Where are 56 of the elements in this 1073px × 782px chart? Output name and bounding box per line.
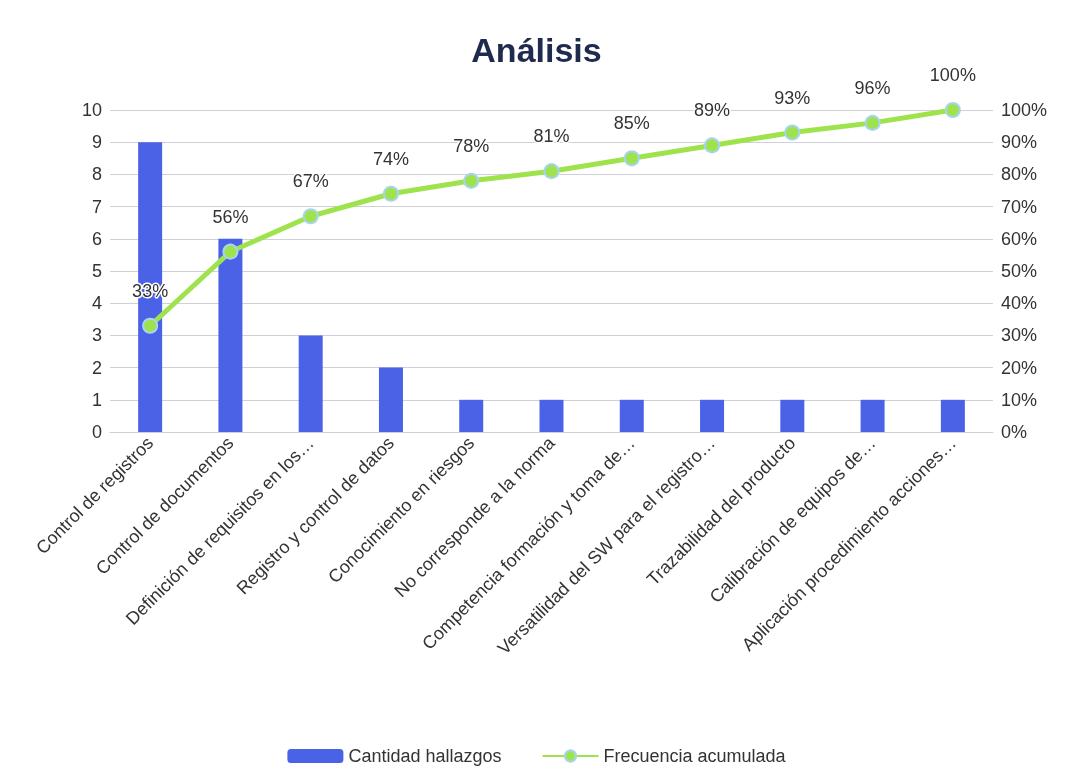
y2-tick-label: 100% xyxy=(1001,100,1048,120)
y-tick-label: 3 xyxy=(91,325,102,346)
y2-tick-label: 30% xyxy=(1001,325,1038,346)
y2-tick-label: 10% xyxy=(1001,389,1038,410)
data-label: 100% xyxy=(929,65,976,85)
y2-tick-label: 50% xyxy=(1001,261,1038,281)
bar xyxy=(539,399,564,432)
legend-label: Frecuencia acumulada xyxy=(603,746,787,766)
bar xyxy=(378,367,403,432)
point xyxy=(142,317,159,334)
point xyxy=(944,102,961,118)
y2-tick-label: 20% xyxy=(1001,357,1038,378)
point xyxy=(543,163,560,180)
data-label: 74% xyxy=(372,148,409,169)
bar xyxy=(459,399,484,432)
data-label: 56% xyxy=(212,206,249,227)
data-label: 85% xyxy=(613,113,650,134)
bar xyxy=(860,399,885,432)
point xyxy=(302,208,319,225)
point xyxy=(704,137,721,154)
point xyxy=(623,150,640,167)
y-tick-label: 8 xyxy=(91,164,102,185)
y-tick-label: 10 xyxy=(81,100,102,120)
y-tick-label: 4 xyxy=(91,293,102,314)
legend-label: Cantidad hallazgos xyxy=(348,746,502,766)
point xyxy=(222,243,239,260)
y2-tick-label: 40% xyxy=(1001,293,1038,314)
bar xyxy=(780,399,805,432)
y2-tick-label: 80% xyxy=(1001,164,1038,185)
data-label: 81% xyxy=(533,126,570,147)
y-tick-label: 5 xyxy=(91,261,102,281)
data-label: 78% xyxy=(453,135,490,156)
data-label: 96% xyxy=(854,77,891,98)
bar xyxy=(700,399,725,432)
chart-title: Análisis xyxy=(471,31,602,69)
data-label: 89% xyxy=(694,100,731,121)
y2-tick-label: 70% xyxy=(1001,196,1038,217)
y-tick-label: 1 xyxy=(91,389,102,410)
y2-tick-label: 0% xyxy=(1001,422,1028,442)
y2-tick-label: 90% xyxy=(1001,132,1038,153)
data-label: 67% xyxy=(292,171,329,192)
point xyxy=(382,185,399,202)
point xyxy=(463,172,480,189)
bar xyxy=(218,238,243,432)
y-tick-label: 7 xyxy=(91,196,102,217)
y2-tick-label: 60% xyxy=(1001,228,1038,249)
data-label: 93% xyxy=(774,87,811,108)
y-tick-label: 6 xyxy=(91,228,102,249)
bar xyxy=(940,399,965,432)
bar xyxy=(619,399,644,432)
y-tick-label: 9 xyxy=(91,132,102,153)
point xyxy=(864,114,881,131)
y-tick-label: 0 xyxy=(91,422,102,442)
bar xyxy=(298,335,323,432)
point xyxy=(784,124,801,141)
y-tick-label: 2 xyxy=(91,357,102,378)
